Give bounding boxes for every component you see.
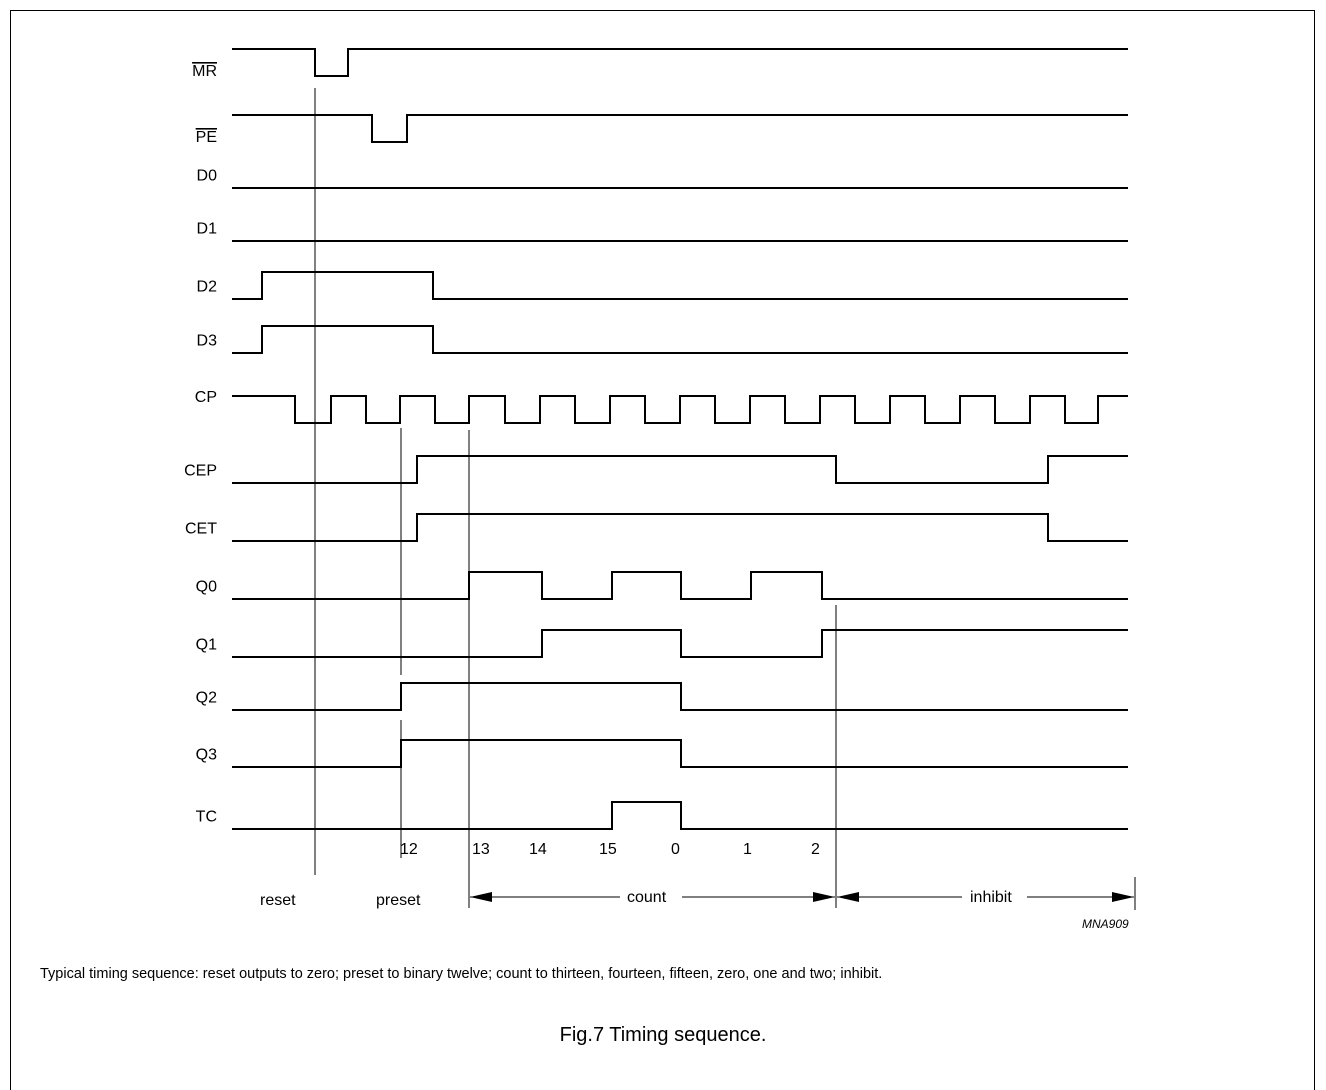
state-value-2: 2: [811, 841, 820, 858]
signal-label-d3: D3: [197, 333, 218, 350]
signal-label-q0: Q0: [196, 579, 217, 596]
signal-label-d1: D1: [197, 221, 218, 238]
waveform-q2: [232, 682, 1128, 711]
waveform-cep: [232, 455, 1128, 484]
state-value-12: 12: [400, 841, 418, 858]
waveform-cp: [232, 395, 1128, 424]
waveform-pe: [232, 114, 1128, 143]
waveform-group: MR PE D0 D1 D2 D3 CP CEP CET Q0 Q1 Q2 Q3 TC: [184, 48, 1128, 830]
waveform-tc: [232, 801, 1128, 830]
signal-label-q1: Q1: [196, 637, 217, 654]
waveform-q1: [232, 629, 1128, 658]
phase-preset-label: preset: [376, 892, 421, 909]
state-value-14: 14: [529, 841, 547, 858]
waveform-d3: [232, 325, 1128, 354]
phase-inhibit-label: inhibit: [970, 889, 1012, 906]
state-value-1: 1: [743, 841, 752, 858]
signal-label-cet: CET: [185, 521, 217, 538]
figure-frame: [10, 10, 1315, 1090]
figure-reference: MNA909: [1082, 917, 1129, 931]
state-value-13: 13: [472, 841, 490, 858]
state-value-15: 15: [599, 841, 617, 858]
signal-label-q2: Q2: [196, 690, 217, 707]
state-value-0: 0: [671, 841, 680, 858]
caption: Typical timing sequence: reset outputs t…: [40, 966, 883, 982]
signal-label-pe: PE: [196, 129, 217, 146]
waveform-mr: [232, 48, 1128, 77]
waveform-q3: [232, 739, 1128, 768]
signal-label-mr: MR: [192, 63, 217, 80]
signal-label-d0: D0: [197, 168, 218, 185]
signal-label-tc: TC: [196, 809, 217, 826]
signal-label-cep: CEP: [184, 463, 217, 480]
signal-label-d2: D2: [197, 279, 218, 296]
phase-reset-label: reset: [260, 892, 296, 909]
signal-label-q3: Q3: [196, 747, 217, 764]
figure-title: Fig.7 Timing sequence.: [559, 1024, 767, 1046]
phase-count-label: count: [627, 889, 667, 906]
waveform-cet: [232, 513, 1128, 542]
waveform-q0: [232, 571, 1128, 600]
waveform-d2: [232, 271, 1128, 300]
signal-label-cp: CP: [195, 389, 217, 406]
